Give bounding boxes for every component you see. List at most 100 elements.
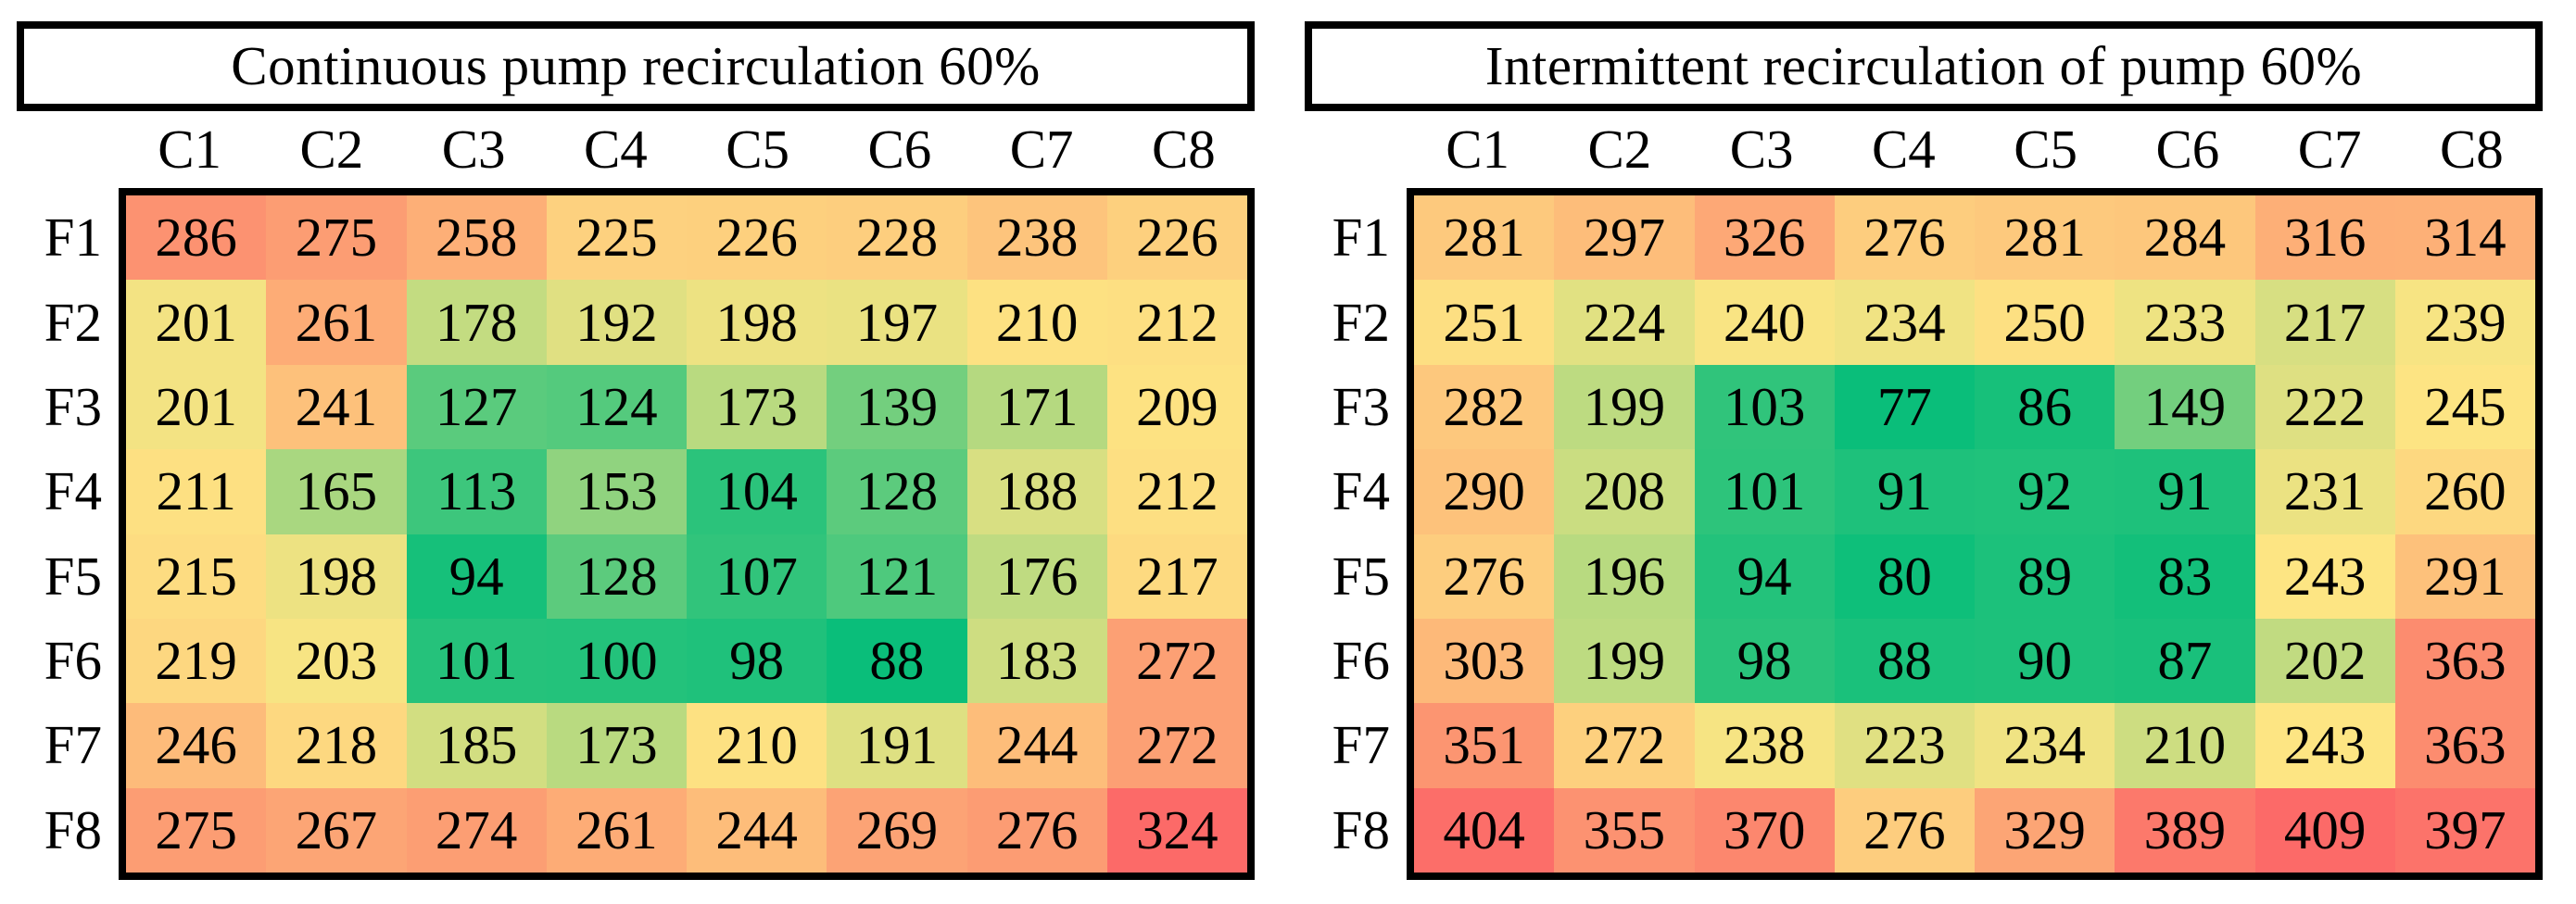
row-label-F3: F3 <box>44 375 102 437</box>
heatmap-cell-F8-C8: 397 <box>2394 787 2535 873</box>
heatmap-cell-F8-C4: 261 <box>546 787 687 873</box>
heatmap-cell-F7-C8: 363 <box>2394 703 2535 788</box>
heatmap-cell-F1-C2: 275 <box>266 195 407 281</box>
heatmap-cell-F8-C6: 269 <box>827 787 967 873</box>
heatmap-cell-F6-C5: 98 <box>687 618 827 704</box>
heatmap-cell-F1-C8: 226 <box>1106 195 1247 281</box>
heatmap-grid: 281 297 326 276 281 284 316 314 251 224 240 234 250 2… <box>1407 188 2543 880</box>
heatmap-corner-spacer <box>1305 111 1407 188</box>
column-header-C1: C1 <box>158 119 222 180</box>
heatmap-cell-F6-C4: 88 <box>1834 618 1975 704</box>
heatmap-cell-F3-C4: 124 <box>546 364 687 450</box>
heatmap-row-F4: 290 208 101 91 92 91 231 260 <box>1414 449 2535 534</box>
heatmap-cell-F4-C6: 128 <box>827 449 967 534</box>
heatmap-cell-F5-C6: 83 <box>2115 534 2255 619</box>
heatmap-cell-F3-C8: 209 <box>1106 364 1247 450</box>
heatmap-cell-F1-C8: 314 <box>2394 195 2535 281</box>
heatmap-cell-F4-C4: 91 <box>1834 449 1975 534</box>
heatmap-cell-F6-C6: 87 <box>2115 618 2255 704</box>
heatmap-cell-F5-C7: 176 <box>966 534 1107 619</box>
heatmap-cell-F7-C2: 272 <box>1554 703 1695 788</box>
row-labels: F1 F2 F3 F4 F5 F6 F7 F8 <box>1305 188 1407 880</box>
heatmap-cell-F7-C6: 191 <box>827 703 967 788</box>
heatmap-cell-F3-C2: 199 <box>1554 364 1695 450</box>
heatmap-cell-F4-C3: 101 <box>1694 449 1835 534</box>
heatmap-cell-F8-C7: 276 <box>966 787 1107 873</box>
heatmap-cell-F2-C3: 178 <box>406 280 547 365</box>
heatmap-cell-F8-C7: 409 <box>2254 787 2395 873</box>
heatmap-title-box: Continuous pump recirculation 60% <box>17 21 1255 111</box>
heatmap-cell-F2-C8: 212 <box>1106 280 1247 365</box>
row-label-F5: F5 <box>44 545 102 607</box>
heatmap-cell-F6-C4: 100 <box>546 618 687 704</box>
heatmap-row-F3: 282 199 103 77 86 149 222 245 <box>1414 364 2535 450</box>
heatmap-cell-F6-C2: 199 <box>1554 618 1695 704</box>
column-header-C6: C6 <box>867 119 932 180</box>
column-header-C2: C2 <box>1587 119 1652 180</box>
heatmap-cell-F4-C2: 208 <box>1554 449 1695 534</box>
heatmap-row-F1: 281 297 326 276 281 284 316 314 <box>1414 195 2535 281</box>
heatmap-cell-F1-C3: 258 <box>406 195 547 281</box>
heatmap-row-F2: 201 261 178 192 198 197 210 212 <box>126 280 1247 365</box>
heatmap-cell-F4-C7: 188 <box>966 449 1107 534</box>
column-headers: C1 C2 C3 C4 C5 C6 C7 C8 <box>1407 111 2543 188</box>
heatmap-cell-F3-C6: 149 <box>2115 364 2255 450</box>
heatmap-cell-F3-C1: 201 <box>126 364 267 450</box>
column-header-C3: C3 <box>441 119 506 180</box>
heatmap-cell-F4-C8: 260 <box>2394 449 2535 534</box>
heatmap-cell-F7-C6: 210 <box>2115 703 2255 788</box>
heatmap-row-F5: 276 196 94 80 89 83 243 291 <box>1414 534 2535 619</box>
heatmap-cell-F4-C2: 165 <box>266 449 407 534</box>
heatmap-cell-F4-C1: 290 <box>1414 449 1555 534</box>
heatmap-cell-F5-C5: 89 <box>1975 534 2115 619</box>
heatmap-cell-F3-C6: 139 <box>827 364 967 450</box>
heatmap-row-F2: 251 224 240 234 250 233 217 239 <box>1414 280 2535 365</box>
row-label-F3: F3 <box>1332 375 1390 437</box>
heatmap-cell-F7-C5: 210 <box>687 703 827 788</box>
heatmap-cell-F1-C4: 276 <box>1834 195 1975 281</box>
row-label-F7: F7 <box>44 714 102 776</box>
row-labels: F1 F2 F3 F4 F5 F6 F7 F8 <box>17 188 119 880</box>
heatmap-cell-F6-C2: 203 <box>266 618 407 704</box>
heatmap-cell-F6-C8: 272 <box>1106 618 1247 704</box>
panel-continuous-recirculation: Continuous pump recirculation 60% C1 C2 C3… <box>17 21 1255 880</box>
heatmap-cell-F1-C5: 226 <box>687 195 827 281</box>
heatmap-row-F7: 351 272 238 223 234 210 243 363 <box>1414 703 2535 788</box>
heatmap-cell-F5-C4: 128 <box>546 534 687 619</box>
heatmap-row-F8: 275 267 274 261 244 269 276 324 <box>126 787 1247 873</box>
heatmap-cell-F2-C3: 240 <box>1694 280 1835 365</box>
heatmap-cell-F3-C7: 222 <box>2254 364 2395 450</box>
heatmap-cell-F5-C1: 276 <box>1414 534 1555 619</box>
row-label-F1: F1 <box>1332 207 1390 269</box>
heatmap-cell-F8-C1: 404 <box>1414 787 1555 873</box>
heatmap-cell-F4-C8: 212 <box>1106 449 1247 534</box>
heatmap-cell-F7-C5: 234 <box>1975 703 2115 788</box>
heatmap-cell-F1-C4: 225 <box>546 195 687 281</box>
heatmap-cell-F8-C2: 355 <box>1554 787 1695 873</box>
heatmap-cell-F3-C3: 127 <box>406 364 547 450</box>
heatmap-cell-F7-C4: 223 <box>1834 703 1975 788</box>
row-label-F6: F6 <box>44 630 102 692</box>
heatmap-row-F8: 404 355 370 276 329 389 409 397 <box>1414 787 2535 873</box>
heatmap-row-F1: 286 275 258 225 226 228 238 226 <box>126 195 1247 281</box>
heatmap-cell-F2-C6: 233 <box>2115 280 2255 365</box>
column-headers: C1 C2 C3 C4 C5 C6 C7 C8 <box>119 111 1255 188</box>
heatmap-cell-F5-C2: 196 <box>1554 534 1695 619</box>
heatmap-cell-F6-C5: 90 <box>1975 618 2115 704</box>
heatmap-cell-F7-C3: 238 <box>1694 703 1835 788</box>
heatmap-cell-F2-C1: 201 <box>126 280 267 365</box>
heatmap-cell-F4-C3: 113 <box>406 449 547 534</box>
heatmap-cell-F7-C7: 244 <box>966 703 1107 788</box>
heatmap-cell-F5-C8: 217 <box>1106 534 1247 619</box>
column-header-C1: C1 <box>1446 119 1510 180</box>
heatmap-cell-F8-C2: 267 <box>266 787 407 873</box>
heatmap-grid: 286 275 258 225 226 228 238 226 201 261 178 192 198 1… <box>119 188 1255 880</box>
heatmap-row-F3: 201 241 127 124 173 139 171 209 <box>126 364 1247 450</box>
heatmap-cell-F6-C6: 88 <box>827 618 967 704</box>
heatmap-cell-F4-C6: 91 <box>2115 449 2255 534</box>
heatmap-cell-F5-C1: 215 <box>126 534 267 619</box>
heatmap-cell-F1-C1: 286 <box>126 195 267 281</box>
heatmap-cell-F2-C6: 197 <box>827 280 967 365</box>
heatmap-corner-spacer <box>17 111 119 188</box>
heatmap-cell-F4-C4: 153 <box>546 449 687 534</box>
